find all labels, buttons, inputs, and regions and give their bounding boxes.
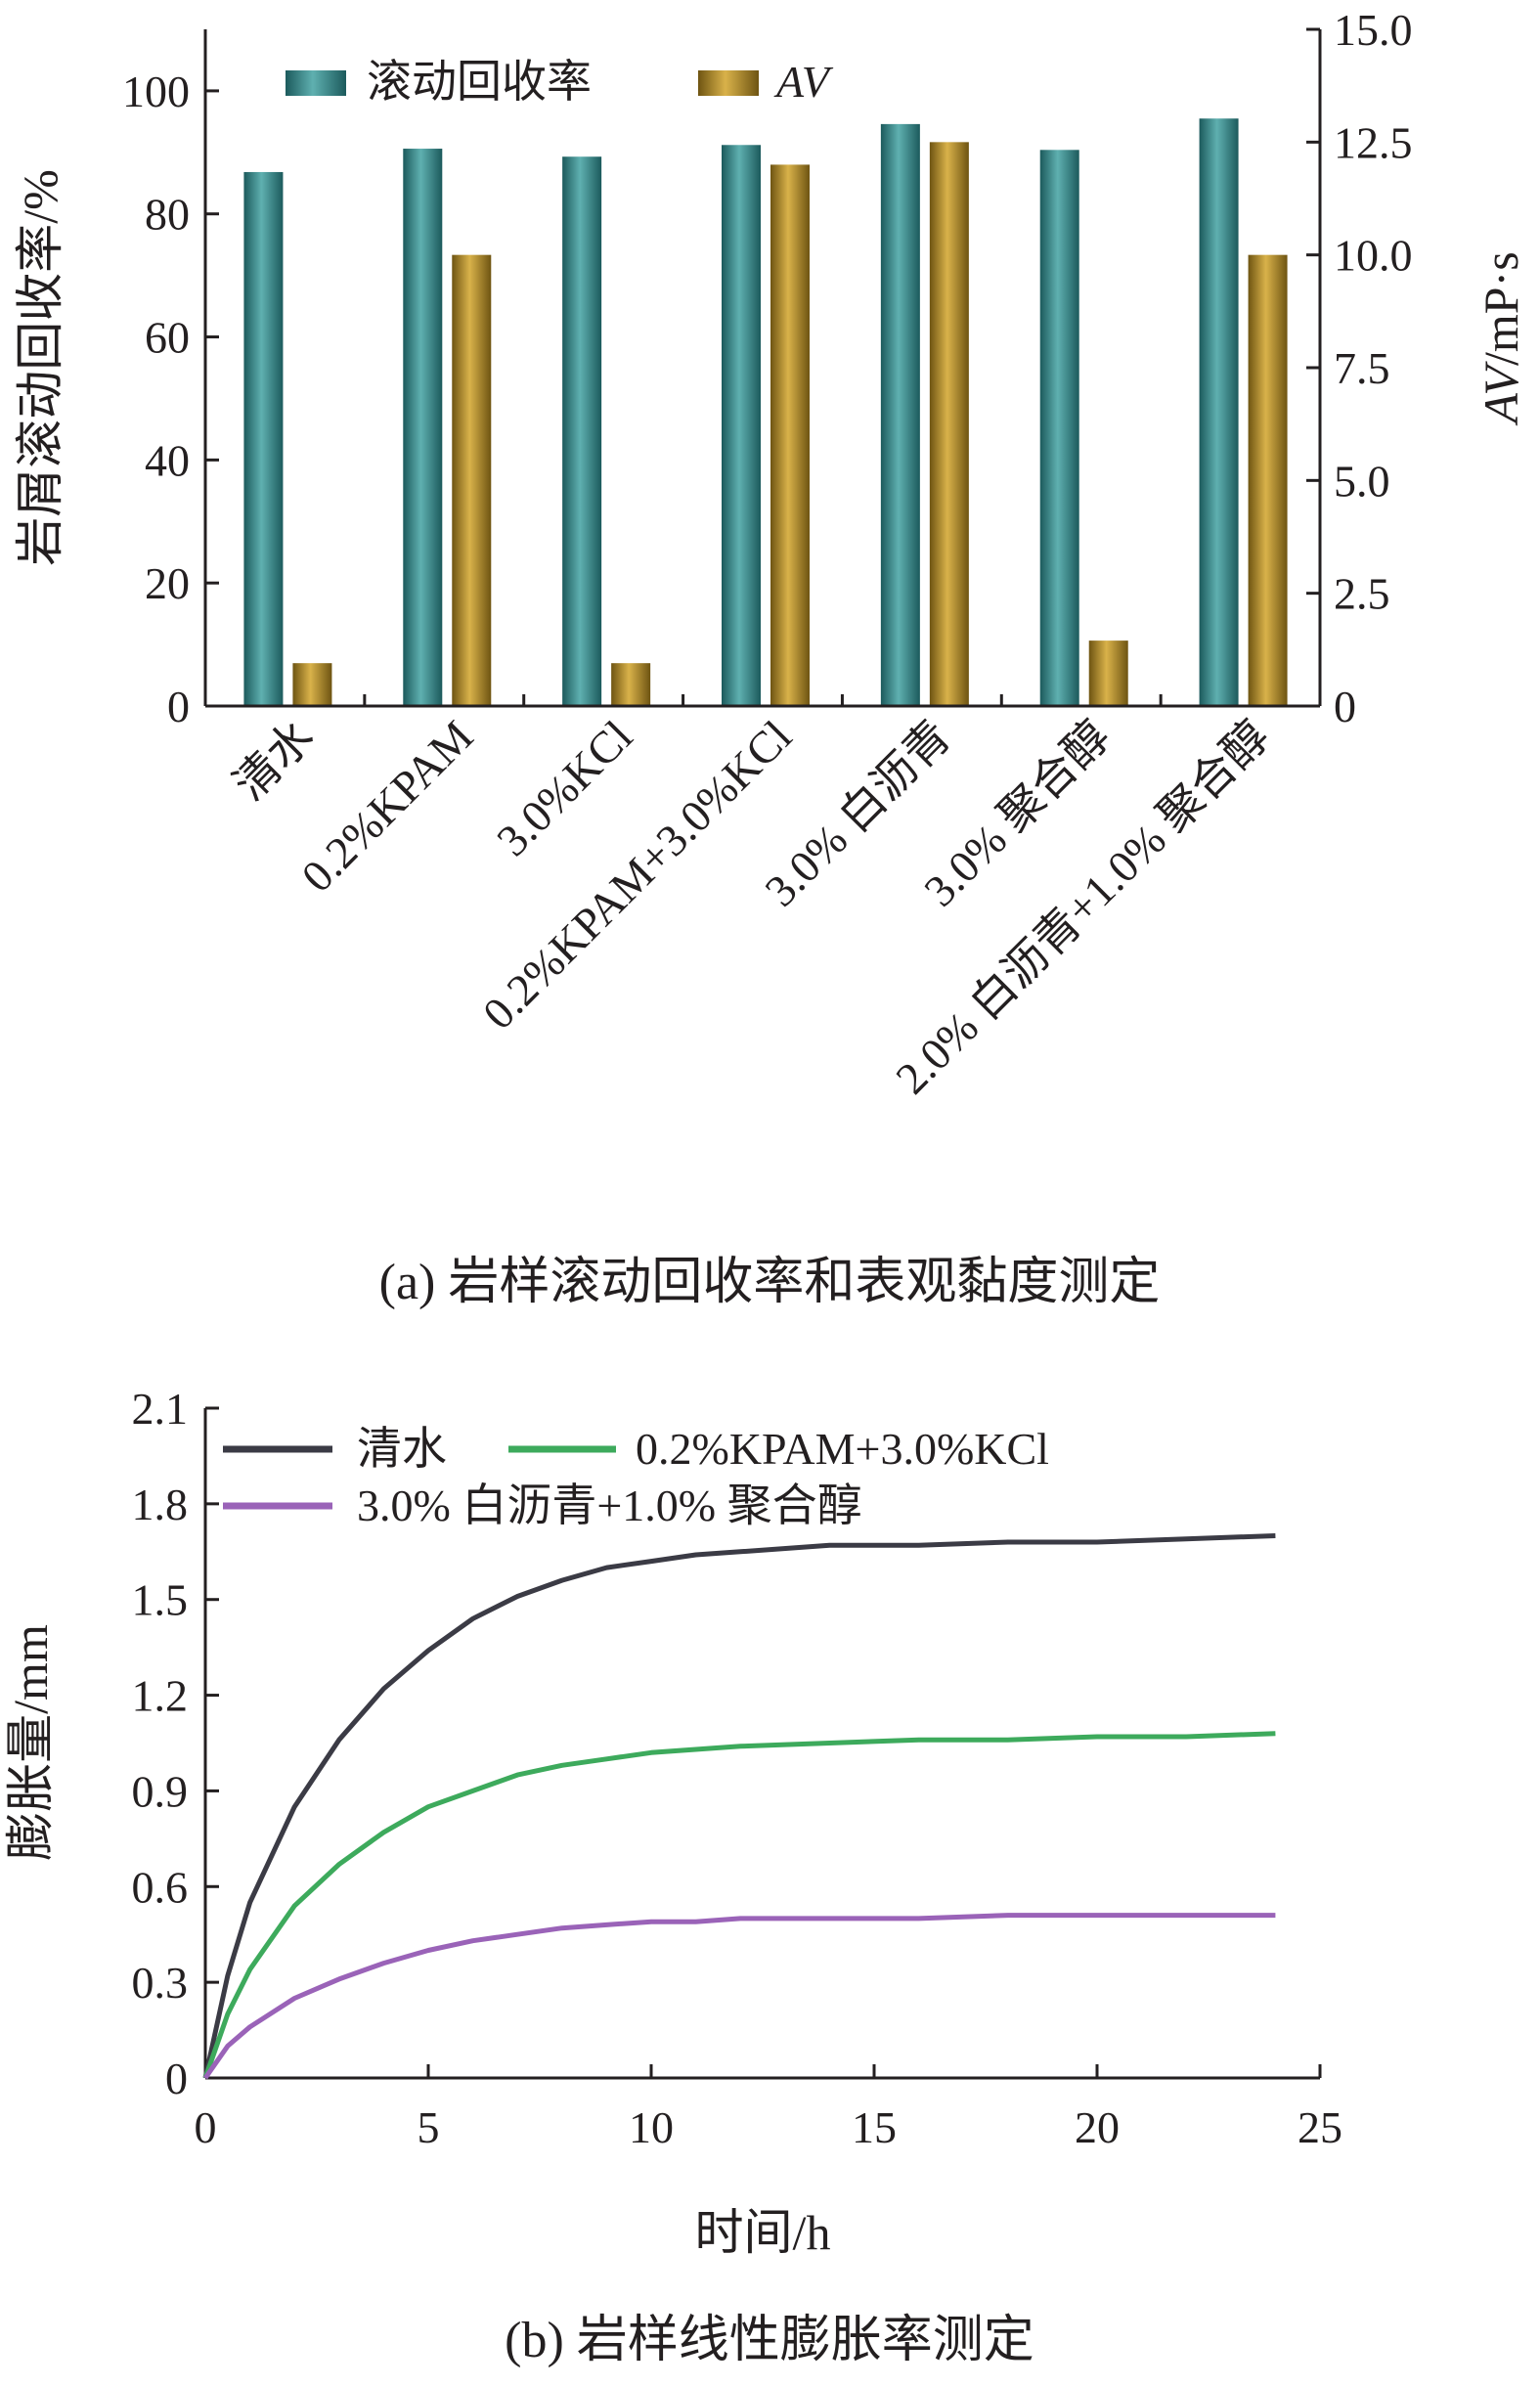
x-tick-label: 0 xyxy=(195,2102,217,2152)
x-tick-label: 10 xyxy=(629,2102,674,2152)
category-label: 0.2%KPAM xyxy=(292,711,483,902)
y-right-tick-label: 2.5 xyxy=(1334,569,1390,619)
y-tick-label: 0 xyxy=(167,682,190,731)
legend-label-water: 清水 xyxy=(357,1424,447,1474)
bar-recovery xyxy=(1039,150,1079,706)
y-tick-label: 0 xyxy=(165,2054,188,2103)
line-chart: 0 0.3 0.6 0.9 1.2 1.5 1.8 2.1 0 5 10 15 20 25 膨胀量/mm… xyxy=(3,1384,1342,2368)
bar-recovery xyxy=(562,156,602,707)
y-right-tick-label: 5.0 xyxy=(1334,456,1390,506)
series-line xyxy=(202,1731,1276,2079)
category-label: 3.0%KCl xyxy=(487,711,641,865)
legend-label-asphalt-glycol: 3.0% 白沥青+1.0% 聚合醇 xyxy=(357,1480,862,1530)
x-tick-label: 5 xyxy=(418,2102,440,2152)
y-right-tick-label: 10.0 xyxy=(1334,231,1413,281)
y-tick-label: 2.1 xyxy=(132,1384,189,1434)
legend: 滚动回收率 AV xyxy=(286,57,834,107)
legend-label-recovery: 滚动回收率 xyxy=(367,57,592,107)
x-ticks: 0 5 10 15 20 25 xyxy=(195,2064,1342,2152)
y-tick-label: 40 xyxy=(145,435,190,485)
left-y-ticks: 0 20 40 60 80 100 xyxy=(122,66,219,731)
legend: 清水 0.2%KPAM+3.0%KCl 3.0% 白沥青+1.0% 聚合醇 xyxy=(223,1424,1049,1530)
bar-recovery xyxy=(880,123,920,706)
y-tick-label: 60 xyxy=(145,313,190,363)
right-y-axis-title: AV/mP·s xyxy=(1474,251,1528,425)
y-tick-label: 20 xyxy=(145,558,190,608)
y-ticks: 0 0.3 0.6 0.9 1.2 1.5 1.8 2.1 xyxy=(132,1384,219,2103)
axes xyxy=(203,29,1322,708)
y-tick-label: 1.8 xyxy=(132,1480,189,1529)
legend-swatch-av xyxy=(698,70,759,96)
y-tick-label: 80 xyxy=(145,190,190,240)
x-tick-label: 25 xyxy=(1298,2102,1342,2152)
series-line xyxy=(202,1533,1276,2079)
x-axis-title: 时间/h xyxy=(695,2205,831,2260)
bar-av xyxy=(929,142,969,707)
axes xyxy=(203,1408,1320,2080)
bar-av xyxy=(1088,641,1128,706)
bar-recovery xyxy=(243,171,284,706)
x-tick-label: 15 xyxy=(852,2102,897,2152)
y-right-tick-label: 7.5 xyxy=(1334,343,1390,393)
series-lines xyxy=(202,1533,1276,2080)
bar-av xyxy=(1248,254,1288,706)
y-right-tick-label: 0 xyxy=(1334,682,1356,731)
y-tick-label: 0.6 xyxy=(132,1862,189,1912)
category-label: 清水 xyxy=(224,711,323,810)
y-tick-label: 1.5 xyxy=(132,1575,189,1625)
bar-av xyxy=(770,164,810,706)
bar-av xyxy=(292,663,332,706)
y-axis-title: 膨胀量/mm xyxy=(3,1624,58,1861)
left-y-axis-title: 岩屑滚动回收率/% xyxy=(13,169,67,566)
bar-recovery xyxy=(1199,118,1239,706)
bar-recovery xyxy=(722,145,761,706)
bar-av xyxy=(452,254,492,706)
bar-group xyxy=(243,118,1288,707)
y-right-tick-label: 12.5 xyxy=(1334,117,1413,167)
right-y-ticks: 0 2.5 5.0 7.5 10.0 12.5 15.0 xyxy=(1306,5,1413,731)
y-tick-label: 0.3 xyxy=(132,1958,189,2008)
x-tick-label: 20 xyxy=(1075,2102,1120,2152)
caption-a: (a) 岩样滚动回收率和表观黏度测定 xyxy=(379,1255,1161,1310)
legend-swatch-recovery xyxy=(286,70,346,96)
series-line xyxy=(202,1913,1276,2080)
bar-recovery xyxy=(403,149,443,706)
y-tick-label: 0.9 xyxy=(132,1766,189,1816)
category-label: 0.2%KPAM+3.0%KCl xyxy=(473,711,801,1038)
legend-label-av: AV xyxy=(773,57,834,107)
y-tick-label: 1.2 xyxy=(132,1671,189,1721)
legend-label-kpam-kcl: 0.2%KPAM+3.0%KCl xyxy=(636,1424,1049,1474)
caption-b: (b) 岩样线性膨胀率测定 xyxy=(505,2313,1034,2368)
y-tick-label: 100 xyxy=(122,66,190,116)
y-right-tick-label: 15.0 xyxy=(1334,5,1413,55)
bar-av xyxy=(611,663,651,706)
